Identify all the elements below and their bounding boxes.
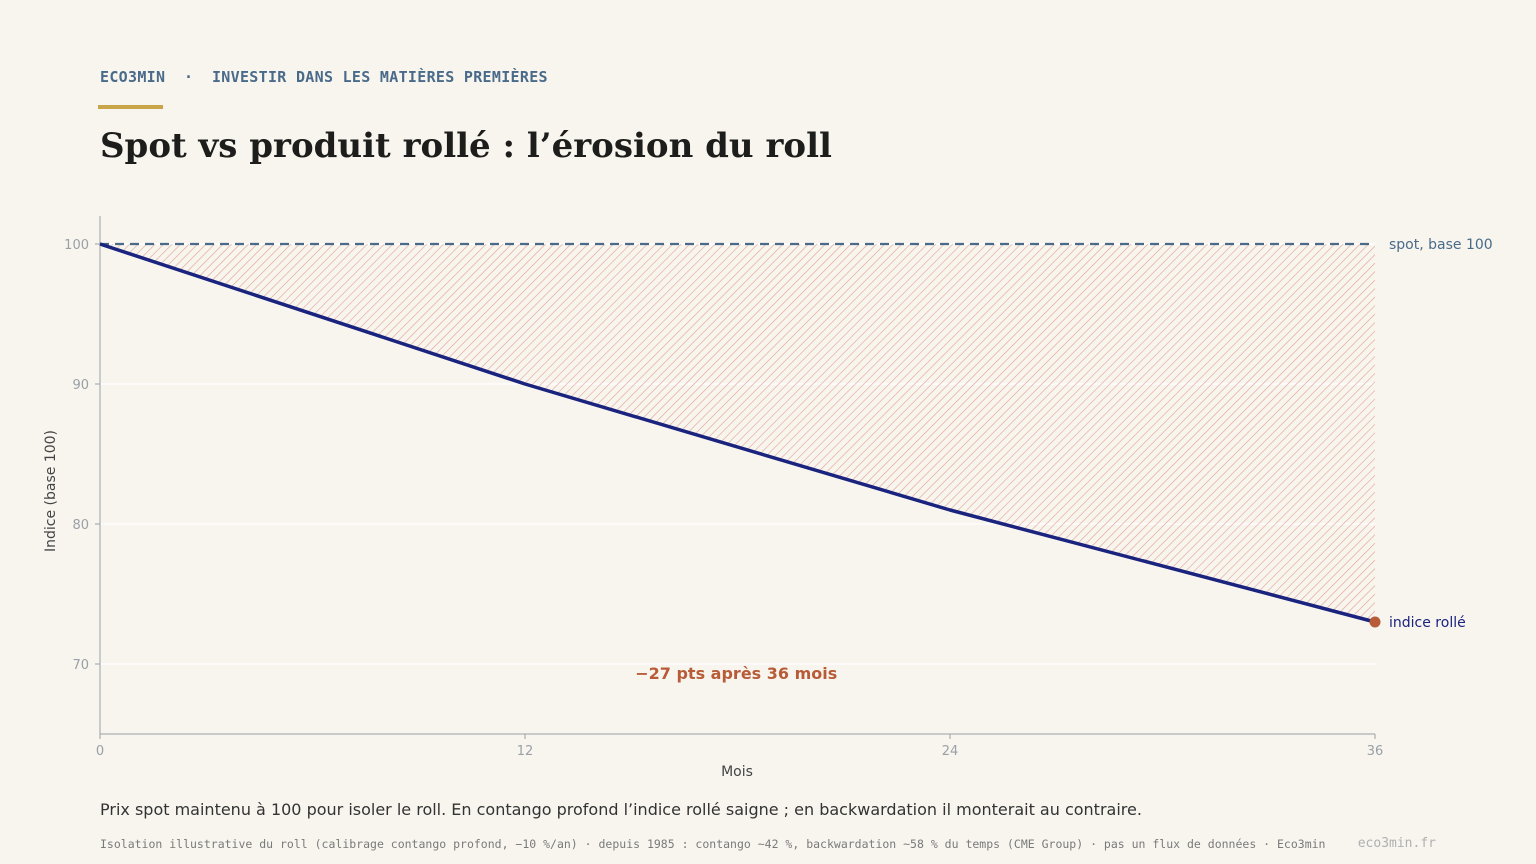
series-label-rolled: indice rollé <box>1389 615 1466 631</box>
axis-ticks: 70 80 90 100 0 12 24 36 <box>64 238 1383 759</box>
y-axis-label: Indice (base 100) <box>43 430 59 552</box>
erosion-area <box>100 244 1375 622</box>
chart-title: Spot vs produit rollé : l’érosion du rol… <box>100 126 832 166</box>
y-tick-label: 100 <box>64 238 89 253</box>
source-note: Isolation illustrative du roll (calibrag… <box>100 837 1326 851</box>
brand-url: eco3min.fr <box>1357 836 1436 851</box>
y-tick-label: 80 <box>72 518 89 533</box>
chart-caption: Prix spot maintenu à 100 pour isoler le … <box>100 800 1142 819</box>
x-tick-label: 12 <box>517 744 534 759</box>
series: spot, base 100 indice rollé <box>99 237 1493 631</box>
x-tick-label: 0 <box>96 744 104 759</box>
kicker: ECO3MIN · INVESTIR DANS LES MATIÈRES PRE… <box>100 68 548 86</box>
series-line-rolled <box>99 242 1376 624</box>
erosion-annotation: −27 pts après 36 mois <box>635 664 837 683</box>
x-tick-label: 24 <box>942 744 959 759</box>
x-axis-label: Mois <box>721 764 753 780</box>
y-tick-label: 70 <box>72 658 89 673</box>
kicker-accent-rule <box>98 105 163 109</box>
x-tick-label: 36 <box>1367 744 1384 759</box>
rolled-end-marker <box>1369 616 1381 628</box>
series-label-spot: spot, base 100 <box>1389 237 1493 253</box>
y-tick-label: 90 <box>72 378 89 393</box>
